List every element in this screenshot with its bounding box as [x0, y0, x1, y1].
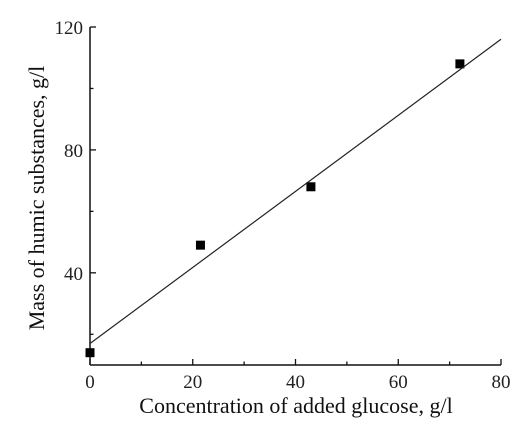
y-tick-label: 120 — [55, 18, 84, 39]
plot-area: 0 20 40 60 80 40 80 120 — [55, 18, 511, 393]
ticks — [89, 26, 502, 365]
y-axis-title: Mass of humic substances, g/l — [24, 66, 49, 331]
x-tick-label: 60 — [389, 372, 408, 393]
x-tick-label: 0 — [85, 372, 95, 393]
data-point — [85, 348, 95, 358]
data-point — [455, 59, 465, 69]
data-point — [306, 182, 316, 192]
y-tick-label: 80 — [64, 141, 83, 162]
x-tick-label: 40 — [286, 372, 305, 393]
x-axis-title: Concentration of added glucose, g/l — [139, 393, 452, 418]
tick-labels: 0 20 40 60 80 40 80 120 — [55, 18, 511, 393]
series-layer — [85, 38, 502, 358]
y-tick-label: 40 — [64, 264, 83, 285]
x-tick-label: 80 — [492, 372, 511, 393]
data-point — [195, 240, 205, 250]
x-tick-label: 20 — [183, 372, 202, 393]
fit-line — [89, 38, 502, 344]
